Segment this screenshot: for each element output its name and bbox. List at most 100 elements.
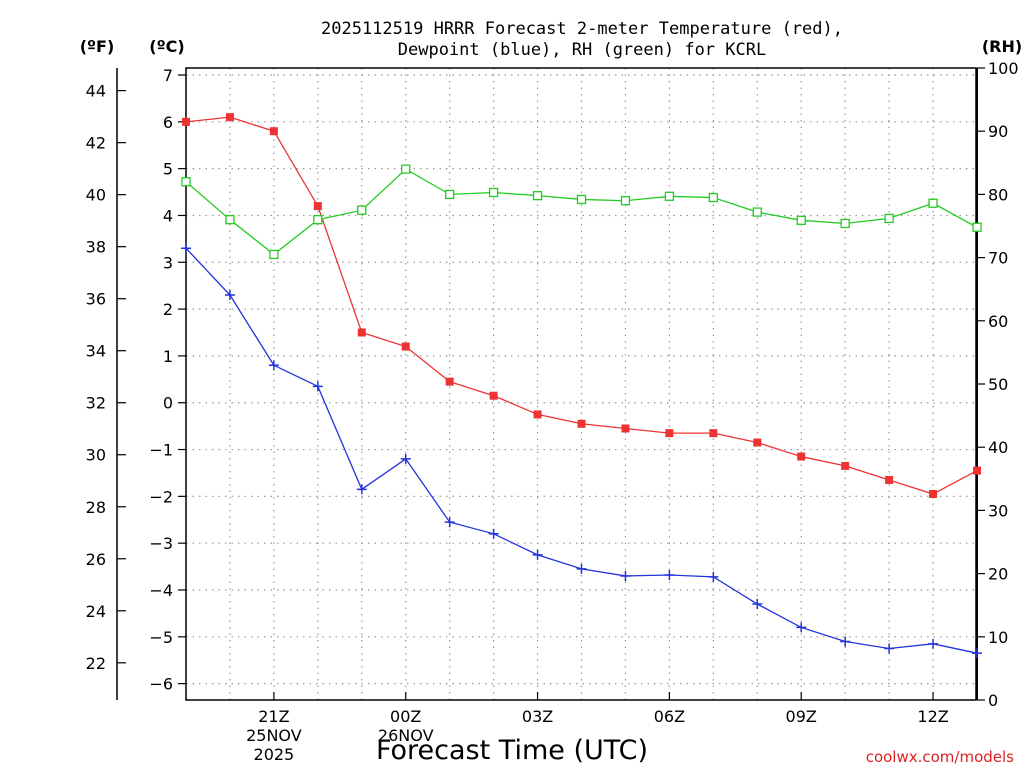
fahrenheit-axis: 44 42 40 38 36 34 32 30 28 26 24 22: [86, 82, 126, 673]
time-date-label: 25NOV: [246, 726, 302, 745]
rh-tick-label: 70: [988, 249, 1008, 268]
temperature-point: [313, 202, 322, 211]
grid-lines: [185, 68, 978, 700]
fahrenheit-tick-label: 38: [86, 238, 106, 257]
temperature-point: [533, 410, 542, 419]
celsius-tick-label: 4: [163, 206, 173, 225]
dewpoint-point: [488, 528, 499, 539]
rh-point: [752, 207, 762, 217]
rh-point: [532, 191, 543, 201]
rh-point: [401, 164, 411, 174]
rh-unit-label: (RH): [982, 37, 1022, 56]
dewpoint-point: [181, 243, 191, 254]
rh-point: [972, 222, 982, 232]
rh-tick-label: 0: [988, 691, 998, 710]
rh-point: [620, 196, 631, 206]
dewpoint-point: [400, 453, 411, 464]
rh-point: [708, 192, 718, 203]
rh-point: [225, 215, 235, 225]
time-date-label: 26NOV: [378, 726, 434, 745]
rh-point: [840, 218, 850, 229]
celsius-tick-label: 1: [163, 347, 173, 366]
dewpoint-point: [884, 643, 895, 654]
dewpoint-point: [576, 563, 587, 574]
dewpoint-point: [532, 549, 543, 560]
fahrenheit-unit-label: (ºF): [80, 37, 115, 56]
chart-title-line1: 2025112519 HRRR Forecast 2-meter Tempera…: [321, 19, 843, 39]
rh-tick-label: 80: [988, 185, 1008, 204]
celsius-tick-label: −2: [149, 487, 173, 506]
celsius-tick-label: −6: [149, 675, 173, 694]
rh-point: [181, 177, 191, 187]
celsius-tick-label: −4: [149, 581, 173, 600]
temperature-line: [185, 116, 978, 495]
dewpoint-point: [664, 570, 675, 581]
fahrenheit-tick-label: 36: [86, 290, 106, 309]
temperature-point: [577, 419, 586, 428]
fahrenheit-tick-label: 44: [86, 82, 106, 101]
time-tick-label: 03Z: [522, 707, 553, 726]
dewpoint-point: [312, 381, 323, 392]
rh-tick-label: 20: [988, 565, 1008, 584]
dewpoint-point: [268, 360, 279, 371]
x-axis-title: Forecast Time (UTC): [376, 735, 648, 766]
rh-tick-label: 50: [988, 375, 1008, 394]
temperature-point: [225, 113, 234, 122]
temperature-point: [885, 475, 894, 484]
celsius-axis: 7 6 5 4 3 2 1 0 −1 −2 −3 −4 −5 −6: [149, 66, 186, 694]
rh-tick-label: 100: [988, 59, 1019, 78]
fahrenheit-tick-label: 26: [86, 550, 106, 569]
temperature-point: [929, 490, 938, 499]
celsius-tick-label: 6: [163, 113, 173, 132]
rh-point: [576, 194, 587, 205]
celsius-tick-label: −1: [149, 441, 173, 460]
watermark: coolwx.com/models: [866, 748, 1014, 766]
dewpoint-point: [796, 622, 807, 633]
celsius-tick-label: −5: [149, 628, 173, 647]
fahrenheit-tick-label: 30: [86, 446, 106, 465]
data-series: [181, 113, 982, 659]
dewpoint-point: [752, 599, 763, 610]
time-tick-label: 12Z: [917, 707, 948, 726]
time-tick-label: 21Z: [258, 707, 289, 726]
temperature-point: [797, 452, 806, 461]
time-tick-label: 06Z: [654, 707, 685, 726]
fahrenheit-tick-label: 40: [86, 186, 106, 205]
fahrenheit-tick-label: 24: [86, 602, 106, 621]
dewpoint-point: [928, 638, 939, 649]
rh-point: [445, 189, 455, 200]
dewpoint-point: [840, 636, 851, 647]
celsius-tick-label: 2: [163, 300, 173, 319]
temperature-point: [182, 117, 190, 126]
rh-point: [357, 205, 367, 215]
celsius-tick-label: 7: [163, 66, 173, 85]
plot-area-frame: [185, 67, 977, 701]
rh-point: [884, 213, 894, 224]
fahrenheit-tick-label: 32: [86, 394, 106, 413]
dewpoint-point: [356, 484, 367, 495]
chart-title-line2: Dewpoint (blue), RH (green) for KCRL: [398, 40, 766, 60]
temperature-point: [489, 391, 498, 400]
dewpoint-point: [620, 570, 631, 581]
rh-point: [928, 198, 938, 208]
rh-point: [796, 215, 806, 225]
celsius-tick-label: 3: [163, 253, 173, 272]
celsius-tick-label: −3: [149, 534, 173, 553]
rh-tick-label: 90: [988, 122, 1008, 141]
rh-tick-label: 10: [988, 628, 1008, 647]
celsius-unit-label: (ºC): [149, 37, 184, 56]
fahrenheit-tick-label: 34: [86, 342, 106, 361]
rh-tick-label: 60: [988, 312, 1008, 331]
temperature-point: [445, 377, 454, 386]
rh-point: [664, 191, 675, 201]
fahrenheit-tick-label: 28: [86, 498, 106, 517]
rh-tick-label: 30: [988, 501, 1008, 520]
rh-point: [269, 249, 279, 260]
temperature-point: [753, 438, 762, 447]
temperature-point: [841, 461, 850, 470]
temperature-point: [665, 429, 674, 438]
temperature-point: [709, 429, 718, 438]
